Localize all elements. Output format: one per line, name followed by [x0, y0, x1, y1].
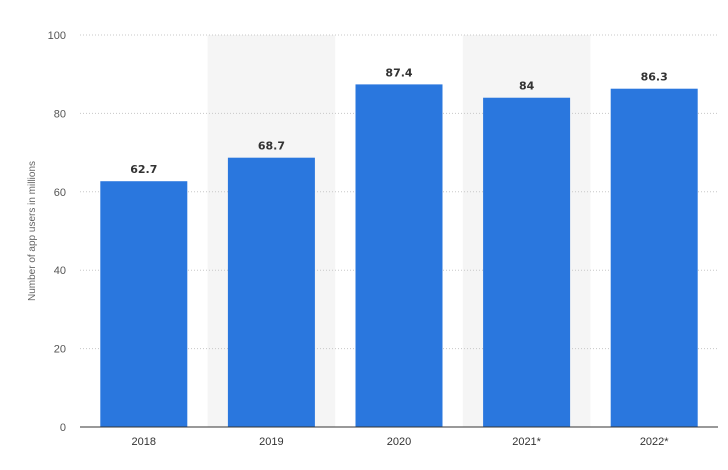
bars	[100, 84, 698, 428]
y-axis-ticks: 0 20 40 60 80 100	[48, 30, 66, 434]
x-tick-label: 2020	[387, 436, 411, 448]
bar-2022*[interactable]	[610, 88, 698, 427]
y-tick-label: 0	[60, 422, 66, 434]
bar-2019[interactable]	[227, 157, 315, 428]
x-tick-label: 2019	[259, 436, 283, 448]
y-tick-label: 80	[54, 108, 66, 120]
data-label-2020: 87.4	[385, 66, 412, 79]
y-tick-label: 100	[48, 30, 66, 42]
bar-2018[interactable]	[100, 181, 188, 427]
data-label-2022*: 86.3	[641, 71, 668, 84]
y-tick-label: 60	[54, 187, 66, 199]
y-axis-title: Number of app users in millions	[27, 161, 38, 301]
bar-2020[interactable]	[355, 84, 443, 427]
bar-2021*[interactable]	[483, 97, 571, 427]
data-label-2021*: 84	[519, 80, 535, 93]
x-tick-label: 2022*	[640, 436, 669, 448]
data-label-2019: 68.7	[258, 140, 285, 153]
y-tick-label: 20	[54, 344, 66, 356]
data-labels: 62.7 68.7 87.4 84 86.3	[130, 66, 668, 176]
x-tick-label: 2018	[132, 436, 156, 448]
x-axis-ticks: 2018 2019 2020 2021* 2022*	[132, 436, 670, 448]
y-tick-label: 40	[54, 265, 66, 277]
x-tick-label: 2021*	[512, 436, 541, 448]
data-label-2018: 62.7	[130, 163, 157, 176]
